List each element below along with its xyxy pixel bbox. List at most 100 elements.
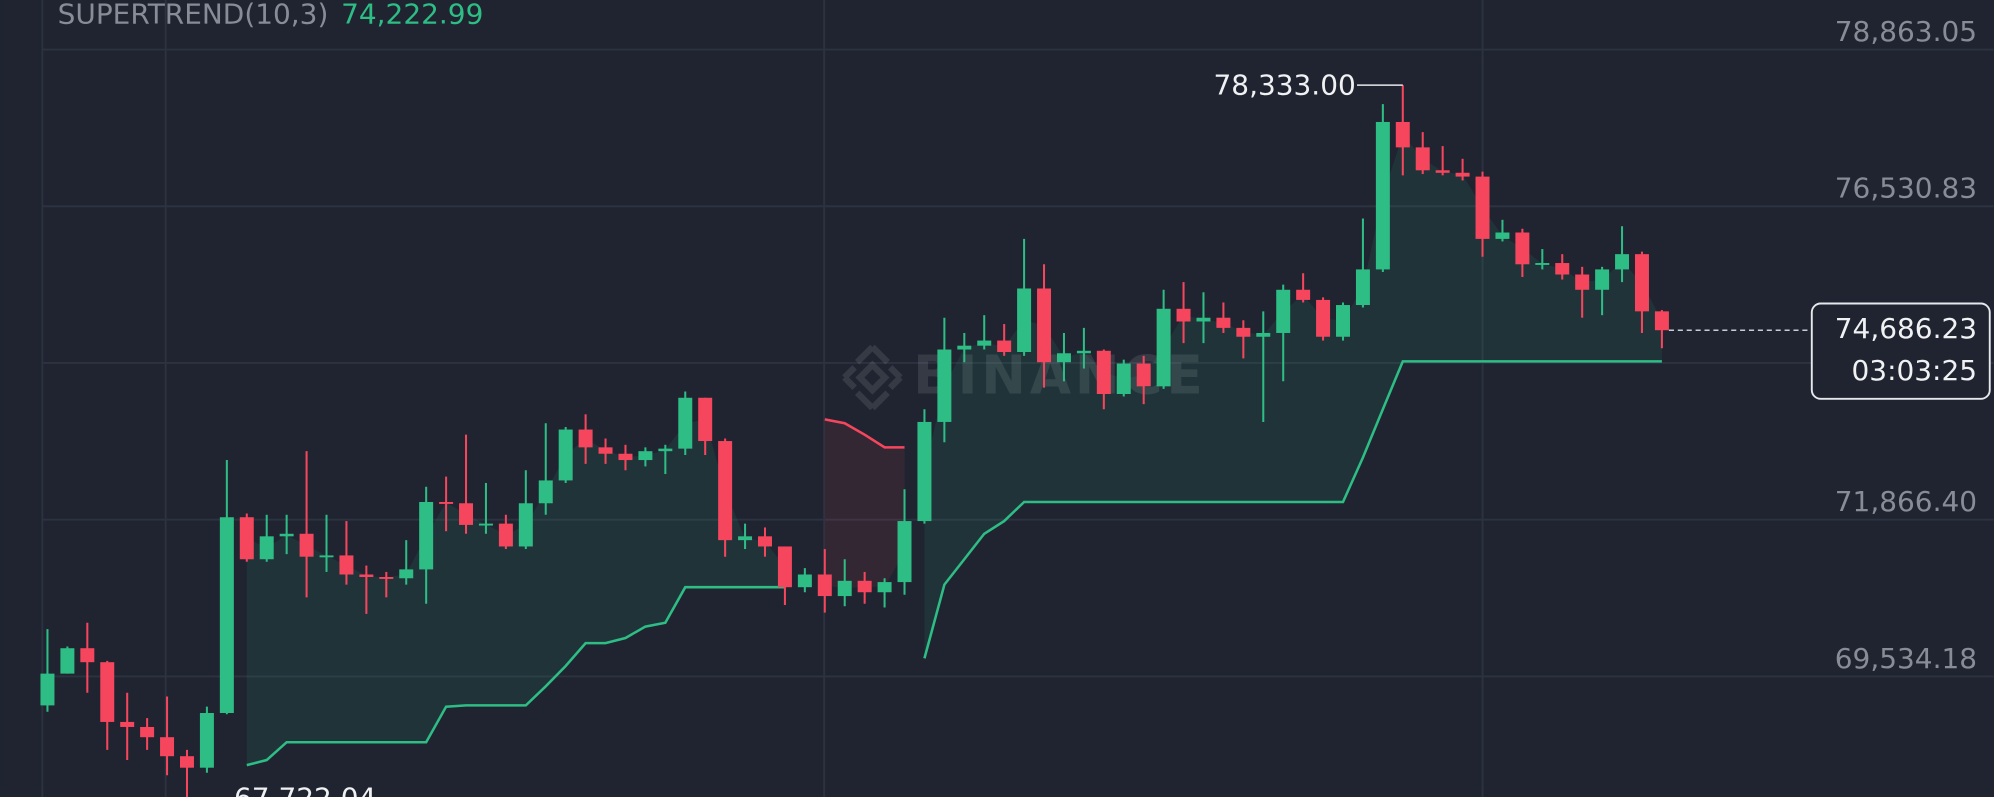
candle-body: [1455, 172, 1470, 177]
candle-body: [1595, 269, 1610, 290]
candle-body: [518, 503, 533, 547]
last-price-box: [1810, 302, 1991, 400]
candle-body: [558, 429, 573, 481]
candle-body: [478, 523, 493, 526]
candle-body: [399, 569, 414, 579]
supertrend-line: [923, 360, 1662, 659]
candle-body: [1236, 327, 1251, 337]
candle-body: [738, 536, 753, 541]
candle-body: [1535, 263, 1550, 265]
annotation-label: 78,333.00: [1213, 68, 1355, 101]
candle-body: [120, 721, 135, 727]
candle-body: [678, 397, 693, 449]
candle-body: [1575, 274, 1590, 290]
candle-body: [857, 580, 872, 593]
candle-body: [957, 345, 972, 350]
candle-body: [1475, 176, 1490, 239]
candle-body: [1256, 332, 1271, 337]
candle-body: [897, 521, 912, 583]
grid: [41, 0, 1994, 797]
candle-body: [319, 555, 334, 558]
candle-body: [299, 533, 314, 557]
candle-body: [1336, 305, 1350, 337]
candle-body: [239, 517, 254, 560]
trend-fill: [924, 134, 1662, 659]
candles: [40, 85, 1669, 797]
candle-body: [1196, 317, 1211, 322]
y-tick-label: 76,530.83: [1835, 172, 1977, 205]
candle-body: [977, 340, 992, 346]
candle-body: [219, 517, 234, 713]
candle-body: [997, 340, 1012, 352]
candle-body: [1515, 232, 1530, 265]
candle-body: [1156, 308, 1171, 387]
candle-body: [1116, 363, 1131, 394]
candle-body: [498, 523, 513, 547]
candle-body: [419, 501, 434, 570]
candle-body: [1415, 147, 1430, 171]
candle-body: [1017, 288, 1032, 352]
trend-fill: [824, 419, 905, 589]
candle-body: [160, 737, 175, 757]
indicator-value: 74,222.99: [341, 0, 483, 30]
candle-body: [578, 429, 593, 448]
candle-body: [1435, 170, 1450, 173]
candle-body: [339, 555, 354, 575]
candle-body: [538, 480, 553, 504]
candle-body: [1495, 232, 1510, 239]
candle-body: [698, 397, 713, 442]
candle-body: [1136, 363, 1151, 387]
trend-fill: [246, 419, 785, 766]
candle-body: [1176, 308, 1191, 322]
candle-body: [100, 662, 115, 722]
candle-body: [1276, 289, 1291, 333]
candle-body: [279, 533, 294, 537]
candle-body: [817, 574, 832, 597]
candle-body: [1654, 311, 1669, 331]
candle-body: [837, 580, 852, 597]
watermark: BINANCE: [842, 343, 1203, 411]
candle-body: [1355, 269, 1370, 306]
candle-body: [259, 536, 274, 560]
countdown-label: 03:03:25: [1851, 354, 1977, 387]
supertrend-line: [246, 585, 785, 767]
candle-body: [80, 648, 95, 663]
candle-body: [459, 503, 474, 525]
candle-body: [638, 451, 653, 461]
candle-body: [1076, 350, 1091, 354]
candle-body: [877, 582, 892, 593]
candle-body: [758, 536, 772, 547]
candle-body: [40, 673, 55, 706]
candle-body: [1615, 254, 1630, 270]
y-tick-label: 78,863.05: [1835, 15, 1977, 48]
trend-fills: [246, 134, 1662, 766]
candle-body: [618, 453, 633, 461]
candle-body: [140, 726, 155, 738]
candle-body: [917, 421, 932, 522]
candle-body: [718, 441, 733, 541]
supertrend-line: [824, 418, 905, 449]
candle-body: [937, 349, 952, 422]
last-price-label: 74,686.23: [1835, 312, 1977, 345]
candle-body: [1056, 353, 1071, 363]
candle-body: [1037, 288, 1052, 363]
candle-body: [359, 574, 374, 577]
watermark-logo: [842, 344, 903, 411]
candle-body: [777, 546, 792, 588]
candle-body: [1555, 263, 1570, 275]
candle-body: [1395, 121, 1410, 148]
candle-body: [179, 756, 194, 768]
candle-body: [1096, 350, 1111, 394]
candle-body: [199, 712, 214, 768]
labels: SUPERTREND(10,3) 74,222.99 78,863.05 76,5…: [58, 0, 1991, 797]
candle-body: [598, 447, 613, 454]
candle-body: [1316, 299, 1331, 337]
y-tick-label: 71,866.40: [1835, 485, 1977, 518]
candle-body: [1375, 121, 1390, 270]
candle-body: [1216, 317, 1231, 328]
trend-lines: [246, 360, 1662, 767]
candle-body: [60, 648, 75, 674]
